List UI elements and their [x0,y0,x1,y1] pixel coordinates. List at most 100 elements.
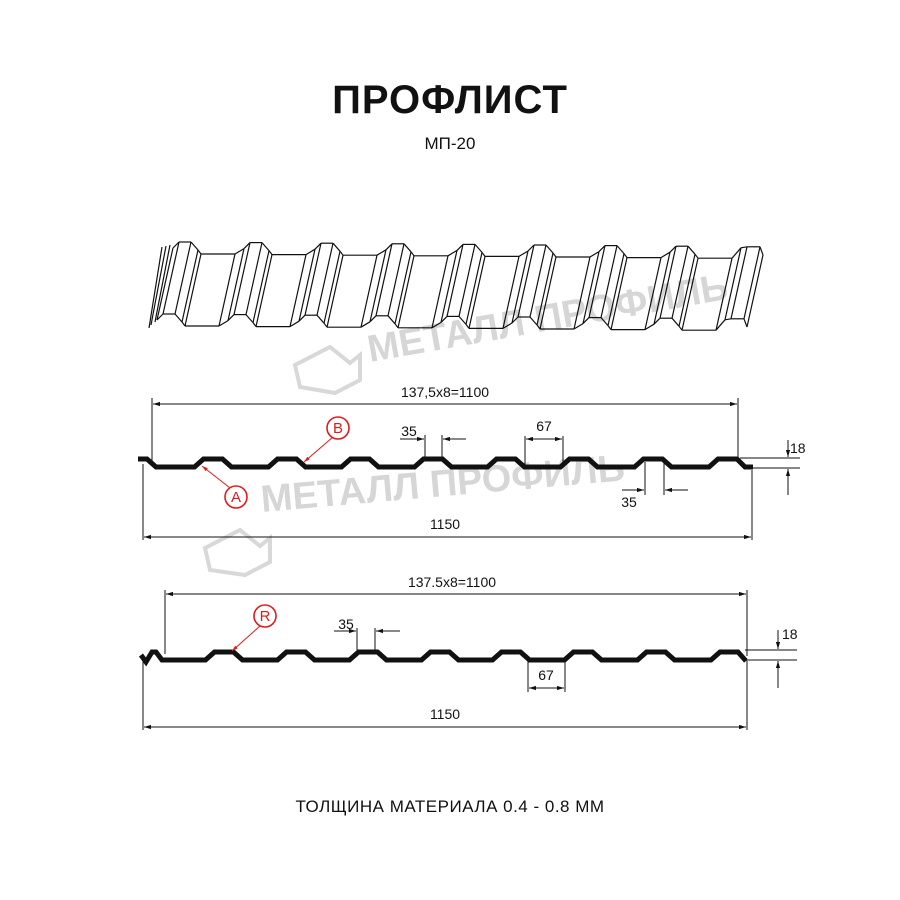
sheet-edge [440,315,448,323]
sheet-edge [730,246,748,319]
sheet-edge [694,253,699,259]
dimension-pitch-label: 137,5x8=1100 [401,384,489,400]
sheet-edge [403,243,412,253]
sheet-edge [156,313,164,321]
sheet-edge [410,251,415,257]
profile-model: МП-20 [424,134,476,153]
sheet-edge [715,258,733,331]
profile-r-outline [138,649,748,667]
svg-text:МЕТАЛЛ ПРОФИЛЬ: МЕТАЛЛ ПРОФИЛЬ [364,266,731,371]
sheet-edge [465,324,470,329]
sheet-edge [174,313,183,323]
sheet-edge [743,318,748,328]
sheet-edge [589,251,600,258]
sheet-edge [298,249,316,322]
dimension-height-label: 18 [782,626,798,642]
sheet-edge [456,243,464,251]
sheet-edge [376,249,387,256]
sheet-edge [582,317,590,325]
sheet-edge [172,241,180,249]
sheet-edge [660,251,671,259]
sheet-edge [316,314,325,324]
sheet-edge [600,317,609,326]
sheet-edge [536,324,541,330]
dimension-pitch-label: 137.5x8=1100 [408,574,496,590]
sheet-edge [369,315,377,323]
sheet-edge [227,314,235,322]
watermark-logo-icon [292,344,362,396]
sheet-edge [582,251,600,324]
sheet-edge [529,244,547,318]
sheet-edge [387,315,396,325]
sheet-edge [687,245,696,255]
sheet-edge [360,321,371,328]
sheet-edge [447,249,458,257]
page-title: ПРОФЛИСТ [332,78,568,122]
sheet-edge [385,243,393,251]
sheet-edge [154,244,171,323]
sheet-edge [671,317,680,327]
sheet-edge [539,256,557,330]
sheet-edge [458,316,467,325]
sheet-edge [360,255,378,328]
sheet-edge [474,244,483,253]
sheet-edge [607,253,625,326]
sheet-edge [252,322,257,327]
sheet-edge [545,244,554,254]
sheet-edge [245,242,263,315]
profile-ab: 137,5x8=1100 1150 35 67 35 18 B A [138,384,806,540]
sheet-edge [316,243,334,316]
sheet-edge [268,250,273,255]
sheet-edge [394,323,399,329]
marker-b: B [303,416,350,463]
dimension-crest-label: 35 [338,616,354,632]
sheet-edge [304,243,322,316]
sheet-edge [573,323,584,330]
sheet-edge [681,258,699,331]
sheet-edge [518,250,529,257]
sheet-edge [339,250,344,256]
sheet-edge [653,317,661,325]
svg-text:A: A [231,489,241,506]
sheet-edge [255,254,273,327]
sheet-edge [644,323,655,331]
sheet-edge [181,321,186,327]
sheet-edge [446,244,464,317]
dimension-height-label: 18 [790,440,806,456]
marker-a: A [201,465,248,509]
sheet-edge [227,248,245,321]
sheet-edge [397,255,415,328]
watermark-top: МЕТАЛЛ ПРОФИЛЬ [364,266,731,371]
dimension-width-label: 1150 [430,706,460,722]
dimension-crest-label: 35 [401,423,417,439]
sheet-edge [326,255,344,328]
sheet-edge [511,316,519,324]
sheet-edge [387,243,405,316]
profile-a-outline [138,456,753,470]
dimension-valley-label: 67 [538,667,554,683]
sheet-edge [289,254,307,327]
sheet-edge [289,320,300,328]
sheet-edge [529,316,538,326]
sheet-edge [740,246,748,249]
sheet-edge [743,246,761,319]
sheet-edge [573,256,591,330]
sheet-edge [502,256,520,329]
sheet-edge [234,248,245,255]
sheet-edge [197,249,202,255]
sheet-edge [653,252,671,325]
sheet-edge [659,246,677,319]
sheet-edge [678,325,683,331]
sheet-edge [162,241,180,315]
svg-text:B: B [333,420,343,437]
sheet-3d-view [148,241,764,331]
sheet-edge [243,242,251,250]
sheet-edge [759,246,764,256]
sheet-edge [598,245,606,253]
sheet-edge [181,249,199,323]
sheet-edge [174,241,192,315]
sheet-edge [431,321,442,329]
sheet-edge [481,252,486,257]
sheet-edge [552,252,557,258]
